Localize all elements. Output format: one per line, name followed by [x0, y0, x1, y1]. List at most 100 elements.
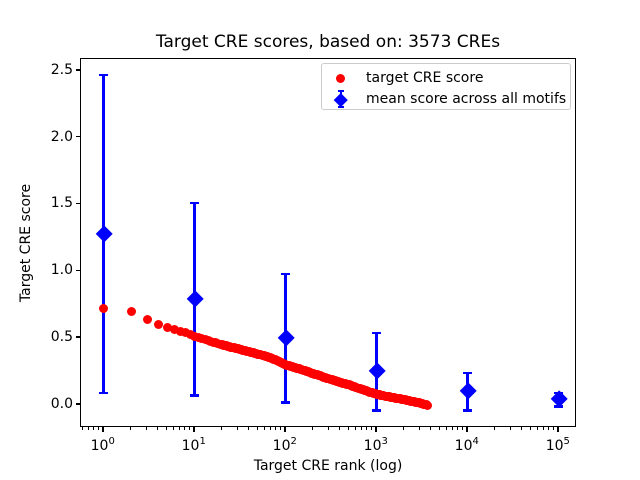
legend-label-mean-score: mean score across all motifs: [366, 91, 567, 107]
x-major-tick: [284, 427, 286, 432]
target-cre-score-dot: [126, 306, 136, 316]
target-cre-score-dot: [181, 328, 191, 338]
x-minor-tick: [543, 427, 545, 430]
x-minor-tick: [462, 427, 464, 430]
mean-score-diamond-marker: [550, 390, 568, 409]
target-cre-score-dot: [162, 322, 172, 332]
y-tick-label: 0.0: [50, 396, 73, 412]
target-cre-score-dot: [176, 326, 186, 336]
x-minor-tick: [157, 427, 159, 430]
x-minor-tick: [355, 427, 357, 430]
x-minor-tick: [553, 427, 555, 430]
y-major-tick: [75, 269, 80, 272]
x-tick-label: 105: [545, 436, 570, 454]
x-minor-tick: [366, 427, 368, 430]
x-minor-tick: [327, 427, 329, 430]
errorbar-bottom-cap: [372, 409, 382, 412]
x-minor-tick: [347, 427, 349, 430]
plot-area: [80, 58, 576, 427]
x-minor-tick: [521, 427, 523, 430]
x-minor-tick: [509, 427, 511, 430]
x-tick-label: 100: [90, 436, 115, 454]
x-minor-tick: [264, 427, 266, 430]
x-minor-tick: [179, 427, 181, 430]
chart-title: Target CRE scores, based on: 3573 CREs: [155, 32, 501, 52]
x-minor-tick: [93, 427, 95, 430]
legend-box: target CRE score mean score across all m…: [321, 63, 571, 110]
red-circle-marker-icon: [336, 73, 345, 83]
x-minor-tick: [339, 427, 341, 430]
errorbar-bottom-cap: [463, 409, 473, 412]
errorbar-top-cap: [463, 371, 473, 375]
x-minor-tick: [173, 427, 175, 430]
y-tick-label: 1.5: [50, 195, 73, 212]
x-minor-tick: [248, 427, 250, 430]
mean-score-diamond-marker: [94, 225, 113, 243]
x-minor-tick: [361, 427, 363, 430]
x-major-tick: [557, 427, 559, 432]
x-minor-tick: [145, 427, 147, 430]
x-minor-tick: [270, 427, 272, 430]
errorbar-top-cap: [281, 272, 291, 276]
blue-diamond-marker-icon: [333, 92, 347, 106]
x-minor-tick: [275, 427, 277, 430]
y-tick-label: 2.0: [50, 128, 73, 145]
x-minor-tick: [184, 427, 186, 430]
x-minor-tick: [129, 427, 131, 430]
x-minor-tick: [280, 427, 282, 430]
x-minor-tick: [452, 427, 454, 430]
x-minor-tick: [371, 427, 373, 430]
legend-label-target-score: target CRE score: [366, 70, 484, 86]
x-minor-tick: [98, 427, 100, 430]
x-major-tick: [375, 427, 377, 432]
x-minor-tick: [493, 427, 495, 430]
target-cre-score-dot: [154, 320, 164, 330]
x-minor-tick: [311, 427, 313, 430]
x-minor-tick: [537, 427, 539, 430]
mean-score-diamond-marker: [459, 382, 477, 401]
x-axis-label: Target CRE rank (log): [253, 458, 403, 474]
x-minor-tick: [457, 427, 459, 430]
x-tick-label: 101: [181, 436, 206, 454]
target-cre-score-dot: [142, 314, 152, 324]
y-major-tick: [75, 403, 80, 405]
errorbar-bottom-cap: [281, 401, 291, 404]
legend-entry-target-score: target CRE score: [322, 68, 570, 88]
errorbar-top-cap: [190, 201, 200, 205]
x-minor-tick: [82, 427, 84, 430]
x-minor-tick: [418, 427, 420, 430]
mean-score-diamond-marker: [276, 329, 295, 347]
x-minor-tick: [256, 427, 258, 430]
x-major-tick: [193, 427, 195, 432]
x-major-tick: [102, 427, 104, 432]
errorbar-bottom-cap: [99, 391, 109, 395]
y-tick-label: 0.5: [50, 329, 73, 346]
target-cre-score-dot: [99, 304, 109, 314]
errorbar-cap-icon: [337, 106, 344, 108]
x-minor-tick: [529, 427, 531, 430]
y-tick-label: 1.0: [50, 262, 73, 279]
x-minor-tick: [88, 427, 90, 430]
mean-score-diamond-marker: [185, 290, 204, 309]
y-major-tick: [75, 202, 80, 205]
x-minor-tick: [446, 427, 448, 430]
x-minor-tick: [220, 427, 222, 430]
x-major-tick: [466, 427, 468, 432]
y-major-tick: [75, 336, 80, 338]
target-cre-score-dot: [170, 324, 180, 334]
x-minor-tick: [438, 427, 440, 430]
x-minor-tick: [189, 427, 191, 430]
errorbar-cap-icon: [337, 90, 344, 92]
legend-marker-zone: [322, 89, 362, 109]
mean-score-diamond-marker: [368, 362, 386, 381]
target-cre-score-dot: [422, 400, 432, 410]
x-tick-label: 103: [363, 436, 388, 454]
x-tick-label: 104: [454, 436, 479, 454]
y-major-tick: [75, 135, 80, 138]
y-major-tick: [75, 69, 80, 71]
x-minor-tick: [402, 427, 404, 430]
x-minor-tick: [430, 427, 432, 430]
errorbar-top-cap: [99, 73, 109, 76]
